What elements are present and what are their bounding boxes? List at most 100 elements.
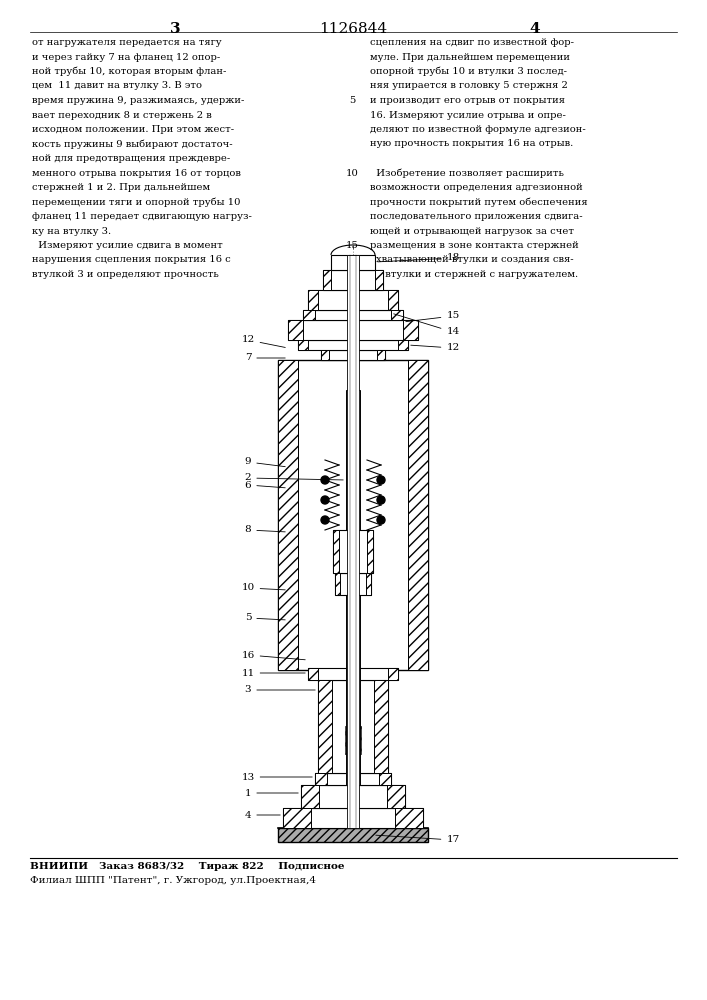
Text: 5: 5	[349, 96, 355, 105]
Text: деляют по известной формуле адгезион-: деляют по известной формуле адгезион-	[370, 125, 586, 134]
Text: 11: 11	[241, 668, 305, 678]
Bar	[321, 350, 385, 360]
Bar	[366, 573, 371, 595]
Text: Филиал ШПП "Патент", г. Ужгород, ул.Проектная,4: Филиал ШПП "Патент", г. Ужгород, ул.Прое…	[30, 876, 316, 885]
Text: ющей и отрывающей нагрузок за счет: ющей и отрывающей нагрузок за счет	[370, 227, 574, 235]
Text: 8: 8	[245, 526, 285, 534]
Bar	[283, 808, 423, 828]
Text: 15: 15	[406, 312, 460, 322]
Text: нарушения сцепления покрытия 16 с: нарушения сцепления покрытия 16 с	[32, 255, 230, 264]
Bar	[318, 680, 332, 773]
Bar	[375, 270, 383, 290]
Bar	[333, 530, 339, 573]
Text: прочности покрытий путем обеспечения: прочности покрытий путем обеспечения	[370, 198, 588, 207]
Text: 3: 3	[245, 686, 315, 694]
Bar	[321, 350, 329, 360]
Text: 15: 15	[346, 241, 358, 250]
Circle shape	[321, 496, 329, 504]
Text: цем  11 давит на втулку 3. В это: цем 11 давит на втулку 3. В это	[32, 82, 202, 91]
Text: размещения в зоне контакта стержней: размещения в зоне контакта стержней	[370, 241, 579, 250]
Text: ВНИИПИ   Заказ 8683/32    Тираж 822    Подписное: ВНИИПИ Заказ 8683/32 Тираж 822 Подписное	[30, 862, 344, 871]
Text: стержней 1 и 2. При дальнейшем: стержней 1 и 2. При дальнейшем	[32, 183, 210, 192]
Bar	[395, 808, 423, 828]
Text: ку на втулку 3.: ку на втулку 3.	[32, 227, 111, 235]
Text: возможности определения адгезионной: возможности определения адгезионной	[370, 183, 583, 192]
Text: 18: 18	[378, 253, 460, 262]
Text: 1: 1	[245, 788, 298, 798]
Text: ной для предотвращения преждевре-: ной для предотвращения преждевре-	[32, 154, 230, 163]
Bar	[387, 785, 405, 808]
Text: и через гайку 7 на фланец 12 опор-: и через гайку 7 на фланец 12 опор-	[32, 52, 221, 62]
Bar	[391, 310, 403, 320]
Text: 6: 6	[245, 481, 285, 489]
Bar	[379, 773, 391, 785]
Text: 12: 12	[411, 344, 460, 353]
Bar	[335, 573, 371, 595]
Bar	[318, 680, 388, 773]
Bar	[374, 680, 388, 773]
Circle shape	[377, 516, 385, 524]
Text: ной трубы 10, которая вторым флан-: ной трубы 10, которая вторым флан-	[32, 67, 226, 77]
Bar	[315, 773, 391, 785]
Bar	[408, 360, 428, 670]
Bar	[331, 255, 375, 270]
Bar	[347, 255, 359, 828]
Bar	[308, 290, 398, 310]
Bar	[278, 360, 428, 670]
Bar	[288, 320, 303, 340]
Text: 4: 4	[245, 810, 280, 820]
Text: фланец 11 передает сдвигающую нагруз-: фланец 11 передает сдвигающую нагруз-	[32, 212, 252, 221]
Text: последовательного приложения сдвига-: последовательного приложения сдвига-	[370, 212, 583, 221]
Text: 16: 16	[241, 650, 305, 660]
Bar	[323, 270, 331, 290]
Text: 12: 12	[241, 336, 285, 347]
Bar	[278, 828, 428, 842]
Text: няя упирается в головку 5 стержня 2: няя упирается в головку 5 стержня 2	[370, 82, 568, 91]
Bar	[333, 530, 373, 573]
Text: 13: 13	[241, 772, 312, 782]
Circle shape	[321, 476, 329, 484]
Text: 1126844: 1126844	[319, 22, 387, 36]
Bar	[283, 808, 311, 828]
Text: охватывающей втулки и создания свя-: охватывающей втулки и создания свя-	[370, 255, 573, 264]
Bar	[388, 668, 398, 680]
Circle shape	[377, 496, 385, 504]
Bar	[303, 310, 315, 320]
Bar	[403, 320, 418, 340]
Text: время пружина 9, разжимаясь, удержи-: время пружина 9, разжимаясь, удержи-	[32, 96, 245, 105]
Bar	[308, 290, 318, 310]
Bar	[301, 785, 405, 808]
Bar	[335, 573, 340, 595]
Bar	[298, 340, 308, 350]
Bar	[308, 668, 318, 680]
Text: ную прочность покрытия 16 на отрыв.: ную прочность покрытия 16 на отрыв.	[370, 139, 573, 148]
Text: 4: 4	[530, 22, 540, 36]
Text: 17: 17	[375, 835, 460, 844]
Text: 2: 2	[245, 474, 343, 483]
Text: втулкой 3 и определяют прочность: втулкой 3 и определяют прочность	[32, 270, 218, 279]
Text: вает переходник 8 и стержень 2 в: вает переходник 8 и стержень 2 в	[32, 110, 212, 119]
Bar	[278, 360, 298, 670]
Text: 16. Измеряют усилие отрыва и опре-: 16. Измеряют усилие отрыва и опре-	[370, 110, 566, 119]
Text: 5: 5	[245, 613, 285, 622]
Bar	[308, 668, 398, 680]
Bar	[398, 340, 408, 350]
Bar	[298, 340, 408, 350]
Text: от нагружателя передается на тягу: от нагружателя передается на тягу	[32, 38, 221, 47]
Text: кость пружины 9 выбирают достаточ-: кость пружины 9 выбирают достаточ-	[32, 139, 233, 149]
Bar	[288, 320, 418, 340]
Text: менного отрыва покрытия 16 от торцов: менного отрыва покрытия 16 от торцов	[32, 168, 241, 178]
Bar	[377, 350, 385, 360]
Text: перемещении тяги и опорной трубы 10: перемещении тяги и опорной трубы 10	[32, 198, 240, 207]
Text: 14: 14	[394, 314, 460, 336]
Text: Измеряют усилие сдвига в момент: Измеряют усилие сдвига в момент	[32, 241, 223, 250]
Bar	[301, 785, 319, 808]
Bar	[367, 530, 373, 573]
Bar	[346, 390, 360, 785]
Text: опорной трубы 10 и втулки 3 послед-: опорной трубы 10 и втулки 3 послед-	[370, 67, 567, 77]
Circle shape	[377, 476, 385, 484]
Text: 10: 10	[241, 584, 285, 592]
Bar	[388, 290, 398, 310]
Text: Изобретение позволяет расширить: Изобретение позволяет расширить	[370, 168, 564, 178]
Bar	[315, 773, 327, 785]
